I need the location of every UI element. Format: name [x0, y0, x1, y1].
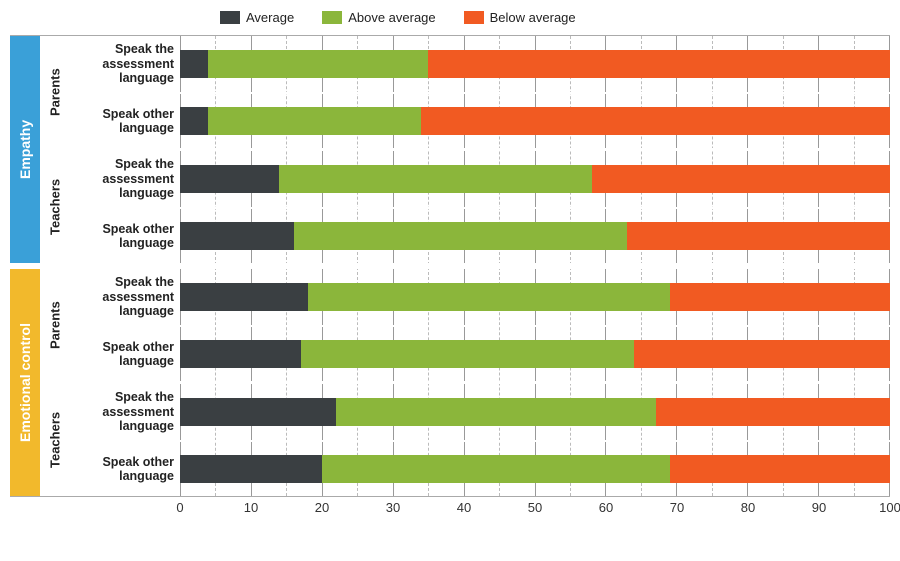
- x-tick: 30: [386, 500, 400, 515]
- bar-segment-below-average: [634, 340, 890, 368]
- inner-group-label-parents: Parents: [40, 269, 70, 381]
- x-tick: 90: [812, 500, 826, 515]
- bar-segment-below-average: [428, 50, 890, 78]
- row-label: Speak other language: [70, 207, 180, 263]
- swatch-below-average: [464, 11, 484, 24]
- x-tick: 0: [176, 500, 183, 515]
- inner-group-label-teachers: Teachers: [40, 151, 70, 263]
- x-tick: 60: [599, 500, 613, 515]
- bar-row: [180, 440, 890, 496]
- stacked-bar: [180, 107, 890, 135]
- x-tick: 40: [457, 500, 471, 515]
- stacked-bar: [180, 340, 890, 368]
- x-tick: 70: [670, 500, 684, 515]
- stacked-bar: [180, 398, 890, 426]
- outer-group-label-empathy: Empathy: [10, 36, 40, 263]
- legend-item-above-average: Above average: [322, 10, 435, 25]
- bar-row: [180, 207, 890, 263]
- x-tick: 100: [879, 500, 900, 515]
- x-axis: % 0102030405060708090100: [180, 497, 890, 521]
- row-label: Speak other language: [70, 92, 180, 148]
- stacked-bar: [180, 50, 890, 78]
- bar-segment-average: [180, 340, 301, 368]
- bar-segment-average: [180, 165, 279, 193]
- stacked-bar: [180, 455, 890, 483]
- legend-label: Above average: [348, 10, 435, 25]
- bar-segment-below-average: [421, 107, 890, 135]
- bars-container: [180, 36, 890, 496]
- bar-segment-above-average: [294, 222, 628, 250]
- plot-area: EmpathyParentsSpeak the assessment langu…: [10, 35, 890, 497]
- x-tick: 80: [741, 500, 755, 515]
- stacked-bar: [180, 165, 890, 193]
- bar-segment-above-average: [208, 107, 421, 135]
- bar-row: [180, 92, 890, 148]
- row-label: Speak other language: [70, 440, 180, 496]
- bar-segment-average: [180, 283, 308, 311]
- row-label: Speak the assessment language: [70, 36, 180, 92]
- bar-segment-above-average: [208, 50, 428, 78]
- x-tick: 10: [244, 500, 258, 515]
- inner-group-label-teachers: Teachers: [40, 384, 70, 496]
- row-label: Speak other language: [70, 325, 180, 381]
- bars-area: [180, 36, 890, 496]
- stacked-bar-chart: Average Above average Below average Empa…: [10, 10, 890, 521]
- bar-segment-above-average: [308, 283, 670, 311]
- bar-segment-above-average: [336, 398, 656, 426]
- x-tick: 20: [315, 500, 329, 515]
- bar-row: [180, 325, 890, 381]
- swatch-above-average: [322, 11, 342, 24]
- bar-row: [180, 151, 890, 207]
- y-axis-labels: EmpathyParentsSpeak the assessment langu…: [10, 36, 180, 496]
- bar-segment-above-average: [279, 165, 591, 193]
- bar-row: [180, 269, 890, 325]
- bar-segment-average: [180, 222, 294, 250]
- legend-item-below-average: Below average: [464, 10, 576, 25]
- row-label: Speak the assessment language: [70, 269, 180, 325]
- stacked-bar: [180, 283, 890, 311]
- bar-row: [180, 384, 890, 440]
- bar-segment-above-average: [301, 340, 635, 368]
- legend-label: Below average: [490, 10, 576, 25]
- legend-item-average: Average: [220, 10, 294, 25]
- stacked-bar: [180, 222, 890, 250]
- bar-segment-below-average: [592, 165, 890, 193]
- bar-segment-above-average: [322, 455, 670, 483]
- bar-segment-average: [180, 107, 208, 135]
- bar-segment-average: [180, 398, 336, 426]
- bar-segment-below-average: [670, 283, 890, 311]
- inner-group-label-parents: Parents: [40, 36, 70, 148]
- bar-segment-below-average: [656, 398, 890, 426]
- row-label: Speak the assessment language: [70, 151, 180, 207]
- legend-label: Average: [246, 10, 294, 25]
- legend: Average Above average Below average: [10, 10, 890, 25]
- bar-segment-average: [180, 50, 208, 78]
- outer-group-label-emotional_control: Emotional control: [10, 269, 40, 496]
- x-tick: 50: [528, 500, 542, 515]
- swatch-average: [220, 11, 240, 24]
- bar-segment-average: [180, 455, 322, 483]
- bar-row: [180, 36, 890, 92]
- row-label: Speak the assessment language: [70, 384, 180, 440]
- bar-segment-below-average: [627, 222, 890, 250]
- bar-segment-below-average: [670, 455, 890, 483]
